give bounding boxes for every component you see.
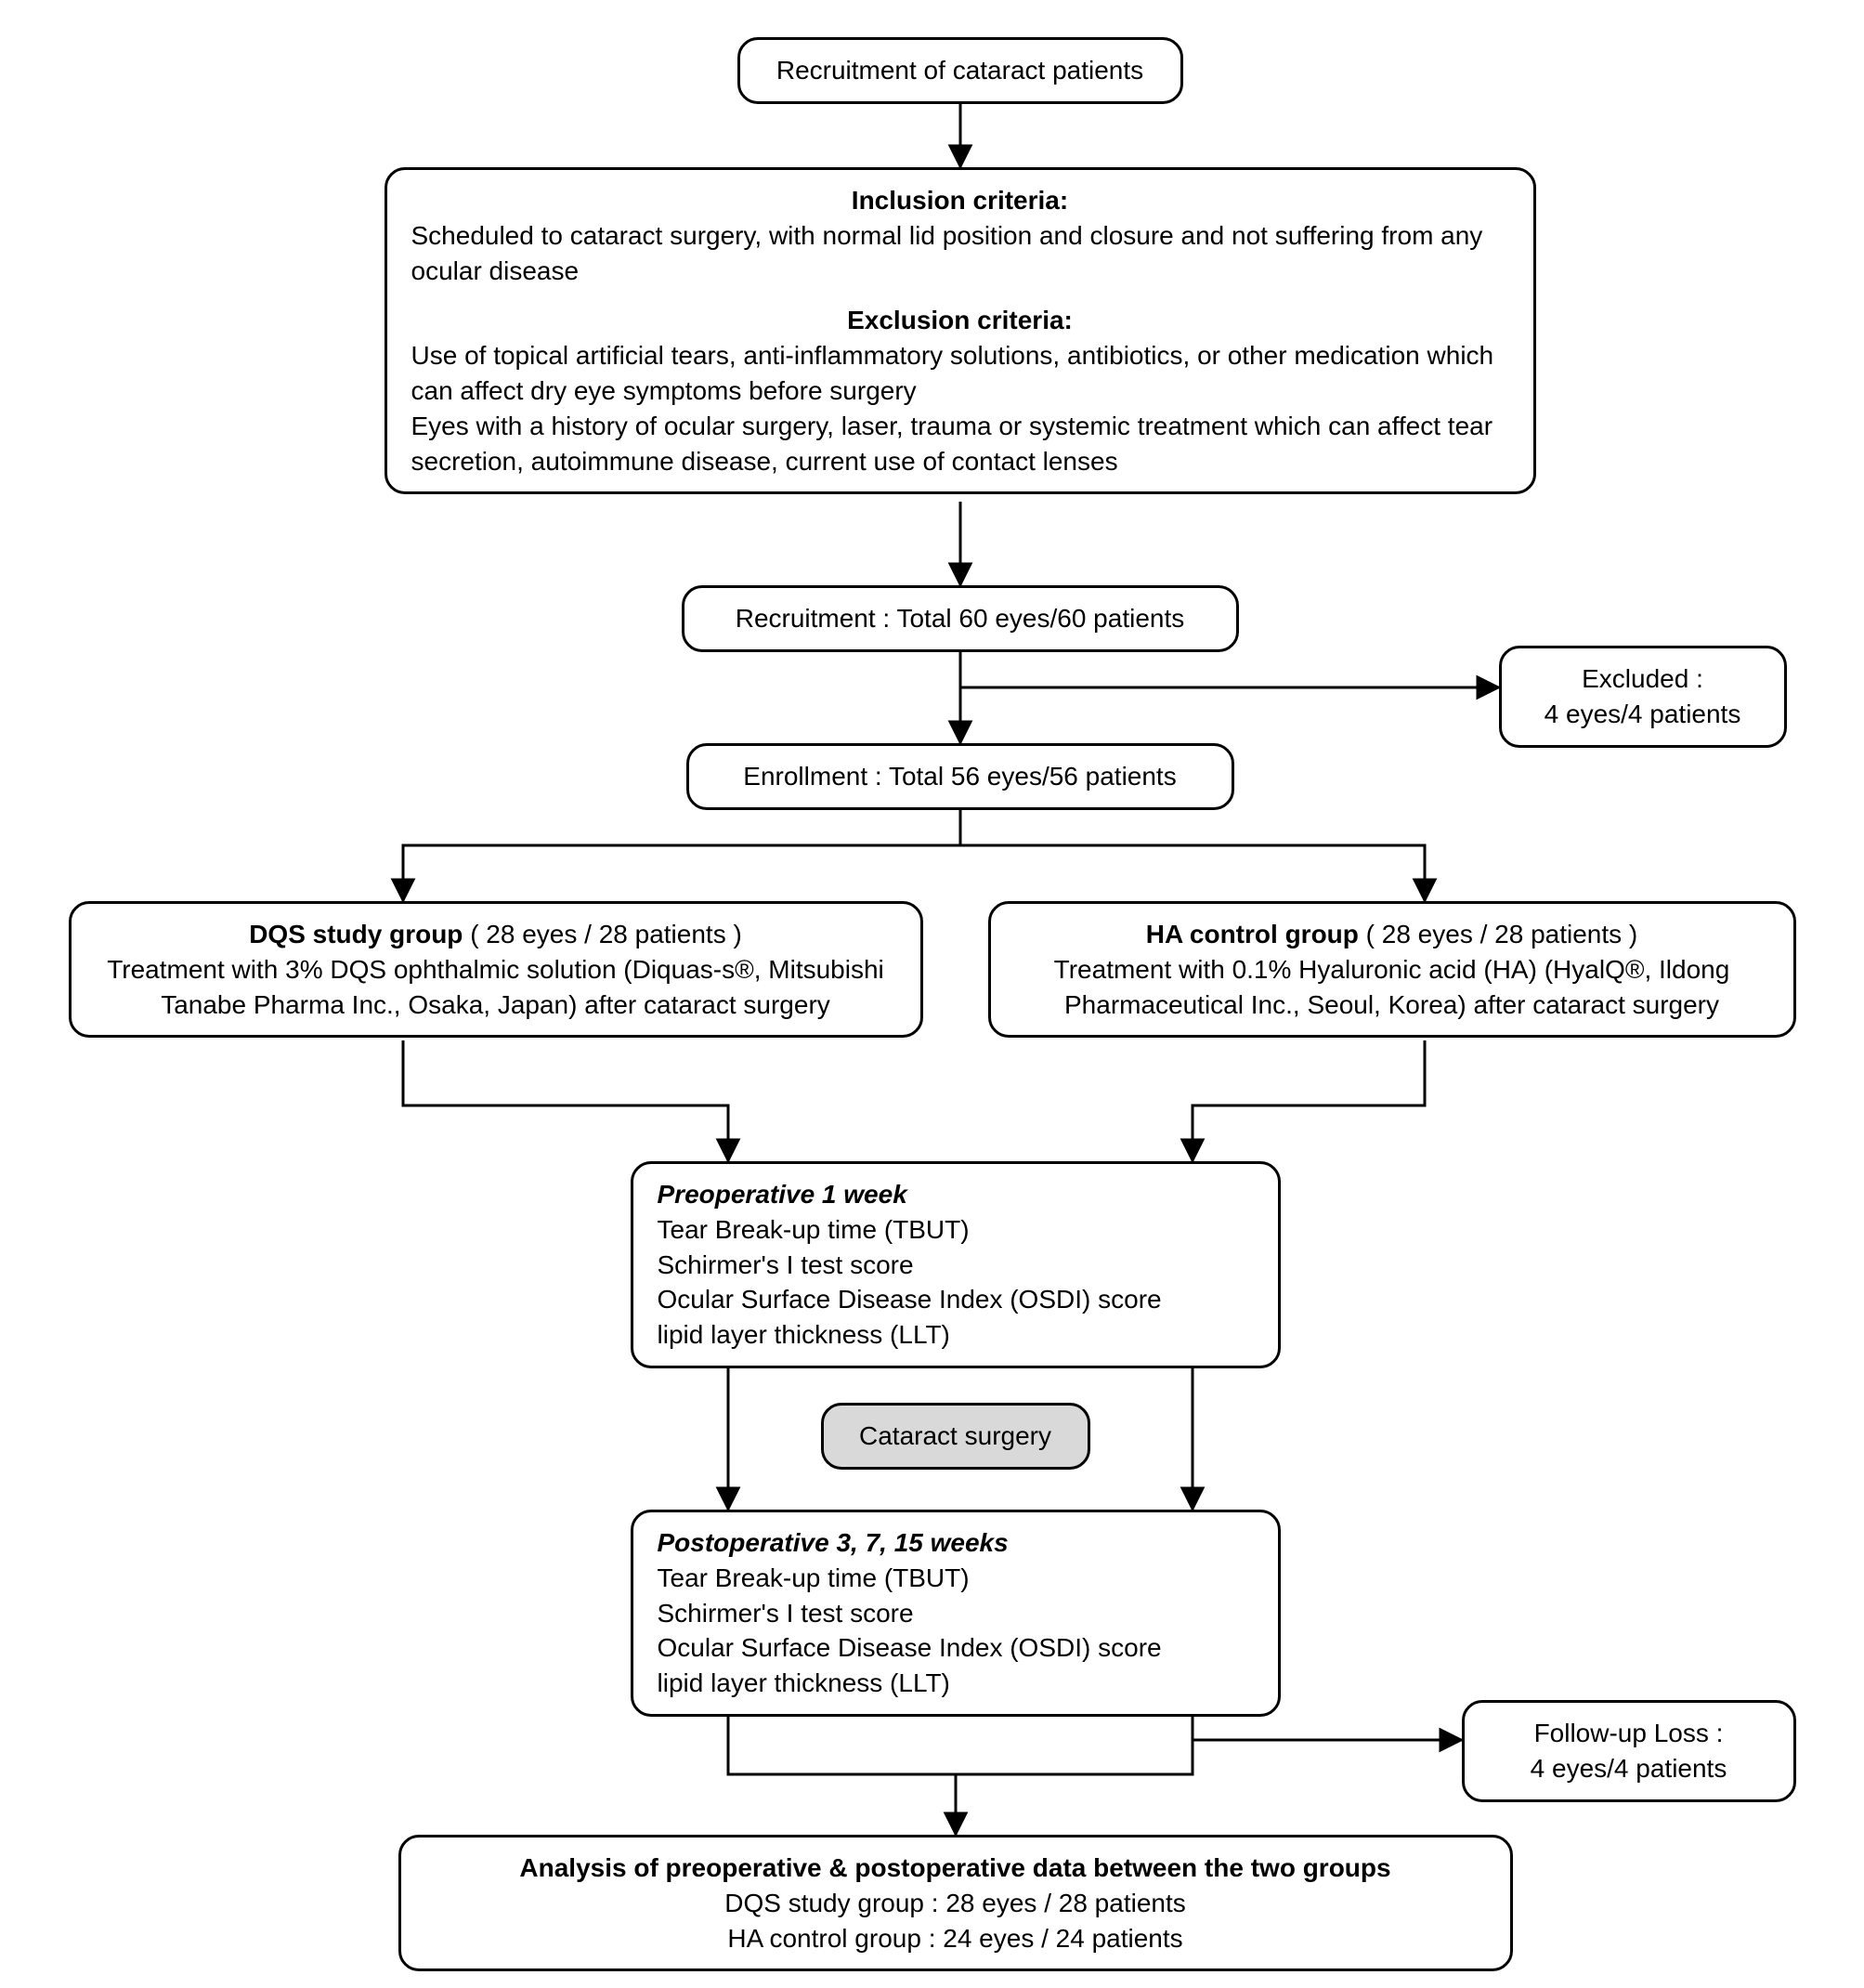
node-criteria: Inclusion criteria: Scheduled to catarac… [385, 167, 1536, 494]
node-analysis: Analysis of preoperative & postoperative… [398, 1835, 1513, 1971]
node-postoperative: Postoperative 3, 7, 15 weeks Tear Break-… [631, 1510, 1281, 1717]
dqs-title: DQS study group [249, 920, 463, 948]
node-recruitment-total: Recruitment : Total 60 eyes/60 patients [682, 585, 1239, 652]
recruitment-total-text: Recruitment : Total 60 eyes/60 patients [736, 604, 1185, 633]
node-ha-group: HA control group ( 28 eyes / 28 patients… [988, 901, 1796, 1038]
node-preoperative: Preoperative 1 week Tear Break-up time (… [631, 1161, 1281, 1368]
followup-line1: Follow-up Loss : [1489, 1716, 1769, 1751]
dqs-body: Treatment with 3% DQS ophthalmic solutio… [96, 952, 896, 1023]
node-surgery: Cataract surgery [821, 1403, 1090, 1470]
preop-line2: Schirmer's I test score [658, 1248, 1254, 1283]
preop-line4: lipid layer thickness (LLT) [658, 1317, 1254, 1353]
postop-line2: Schirmer's I test score [658, 1596, 1254, 1631]
ha-title: HA control group [1146, 920, 1359, 948]
postop-line4: lipid layer thickness (LLT) [658, 1666, 1254, 1701]
node-enrollment: Enrollment : Total 56 eyes/56 patients [686, 743, 1234, 810]
postop-line3: Ocular Surface Disease Index (OSDI) scor… [658, 1630, 1254, 1666]
excluded-line2: 4 eyes/4 patients [1526, 697, 1760, 732]
preop-title: Preoperative 1 week [658, 1177, 1254, 1212]
inclusion-text: Scheduled to cataract surgery, with norm… [411, 218, 1509, 289]
analysis-line1: DQS study group : 28 eyes / 28 patients [425, 1886, 1486, 1921]
exclusion-text-2: Eyes with a history of ocular surgery, l… [411, 409, 1509, 479]
recruitment-text: Recruitment of cataract patients [776, 56, 1143, 85]
preop-line3: Ocular Surface Disease Index (OSDI) scor… [658, 1282, 1254, 1317]
exclusion-label: Exclusion criteria: [847, 306, 1073, 334]
node-followup-loss: Follow-up Loss : 4 eyes/4 patients [1462, 1700, 1796, 1802]
preop-line1: Tear Break-up time (TBUT) [658, 1212, 1254, 1248]
ha-title-suffix: ( 28 eyes / 28 patients ) [1359, 920, 1637, 948]
followup-line2: 4 eyes/4 patients [1489, 1751, 1769, 1786]
node-dqs-group: DQS study group ( 28 eyes / 28 patients … [69, 901, 923, 1038]
inclusion-label: Inclusion criteria: [852, 186, 1068, 215]
enrollment-text: Enrollment : Total 56 eyes/56 patients [743, 762, 1176, 791]
analysis-line2: HA control group : 24 eyes / 24 patients [425, 1921, 1486, 1956]
node-recruitment: Recruitment of cataract patients [737, 37, 1183, 104]
dqs-title-suffix: ( 28 eyes / 28 patients ) [463, 920, 741, 948]
analysis-title: Analysis of preoperative & postoperative… [425, 1851, 1486, 1886]
exclusion-text-1: Use of topical artificial tears, anti-in… [411, 338, 1509, 409]
postop-title: Postoperative 3, 7, 15 weeks [658, 1525, 1254, 1561]
surgery-text: Cataract surgery [859, 1421, 1051, 1450]
excluded-line1: Excluded : [1526, 661, 1760, 697]
postop-line1: Tear Break-up time (TBUT) [658, 1561, 1254, 1596]
node-excluded: Excluded : 4 eyes/4 patients [1499, 646, 1787, 748]
ha-body: Treatment with 0.1% Hyaluronic acid (HA)… [1015, 952, 1769, 1023]
